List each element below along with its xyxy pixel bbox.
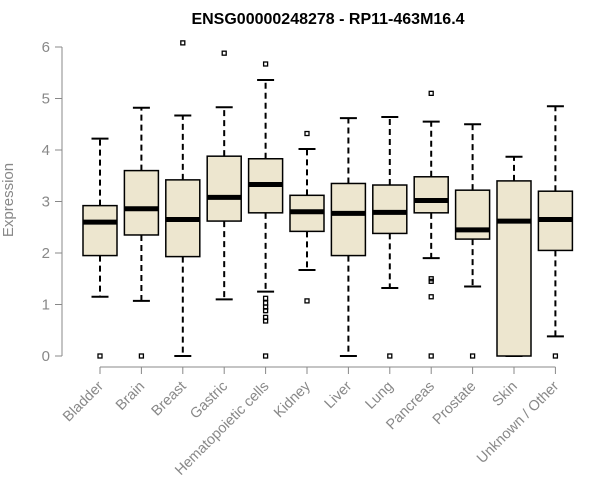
y-tick-label: 5 — [42, 91, 50, 108]
box-skin — [496, 155, 532, 357]
box-series — [82, 40, 574, 359]
x-tick-label: Kidney — [271, 378, 314, 421]
box-iqr — [82, 204, 118, 257]
y-tick-label: 6 — [42, 39, 50, 56]
box-iqr — [206, 155, 242, 222]
box-unknown-other — [537, 105, 574, 359]
outlier-point — [387, 353, 393, 359]
y-tick-label: 2 — [42, 245, 50, 262]
x-tick-label: Brain — [113, 379, 148, 414]
x-tick-label: Breast — [149, 379, 190, 420]
outlier-point — [262, 318, 269, 324]
x-tick-label: Lung — [362, 379, 396, 413]
outlier-point — [469, 353, 476, 359]
outlier-point — [428, 294, 434, 300]
box-iqr — [496, 180, 532, 357]
box-lung — [372, 116, 408, 359]
x-tick-label: Liver — [322, 378, 356, 412]
box-bladder — [82, 137, 118, 359]
box-gastric — [206, 50, 242, 301]
box-kidney — [289, 130, 325, 304]
y-tick-label: 4 — [42, 142, 50, 159]
chart-title: ENSG00000248278 - RP11-463M16.4 — [191, 11, 464, 28]
box-iqr — [413, 176, 449, 214]
box-brain — [123, 106, 160, 359]
outlier-point — [262, 353, 269, 359]
x-tick-label: Bladder — [60, 378, 107, 425]
outlier-point — [138, 353, 145, 359]
y-tick-label: 3 — [42, 194, 50, 211]
outlier-point — [262, 61, 269, 67]
outlier-point — [262, 295, 269, 301]
box-liver — [330, 117, 367, 357]
outlier-point — [262, 300, 269, 306]
box-hematopoietic-cells — [247, 61, 284, 359]
y-tick-label: 1 — [42, 297, 50, 314]
y-axis-label: Expression — [0, 163, 17, 237]
y-axis: 0 1 2 3 4 5 6 — [42, 39, 63, 365]
outlier-point — [304, 298, 310, 304]
outlier-point — [97, 353, 103, 359]
x-tick-label: Skin — [490, 379, 521, 410]
outlier-point — [428, 278, 434, 284]
outlier-point — [262, 308, 269, 314]
outlier-point — [428, 353, 434, 359]
outlier-point — [180, 40, 186, 46]
box-iqr — [330, 182, 367, 257]
outlier-point — [552, 353, 559, 359]
box-prostate — [454, 123, 491, 359]
box-breast — [165, 40, 201, 357]
box-iqr — [123, 169, 160, 236]
y-tick-label: 0 — [42, 348, 50, 365]
box-iqr — [372, 184, 408, 235]
box-pancreas — [413, 90, 449, 359]
x-tick-label: Prostate — [430, 379, 479, 428]
outlier-point — [428, 90, 434, 96]
outlier-point — [304, 130, 310, 137]
outlier-point — [221, 50, 227, 56]
